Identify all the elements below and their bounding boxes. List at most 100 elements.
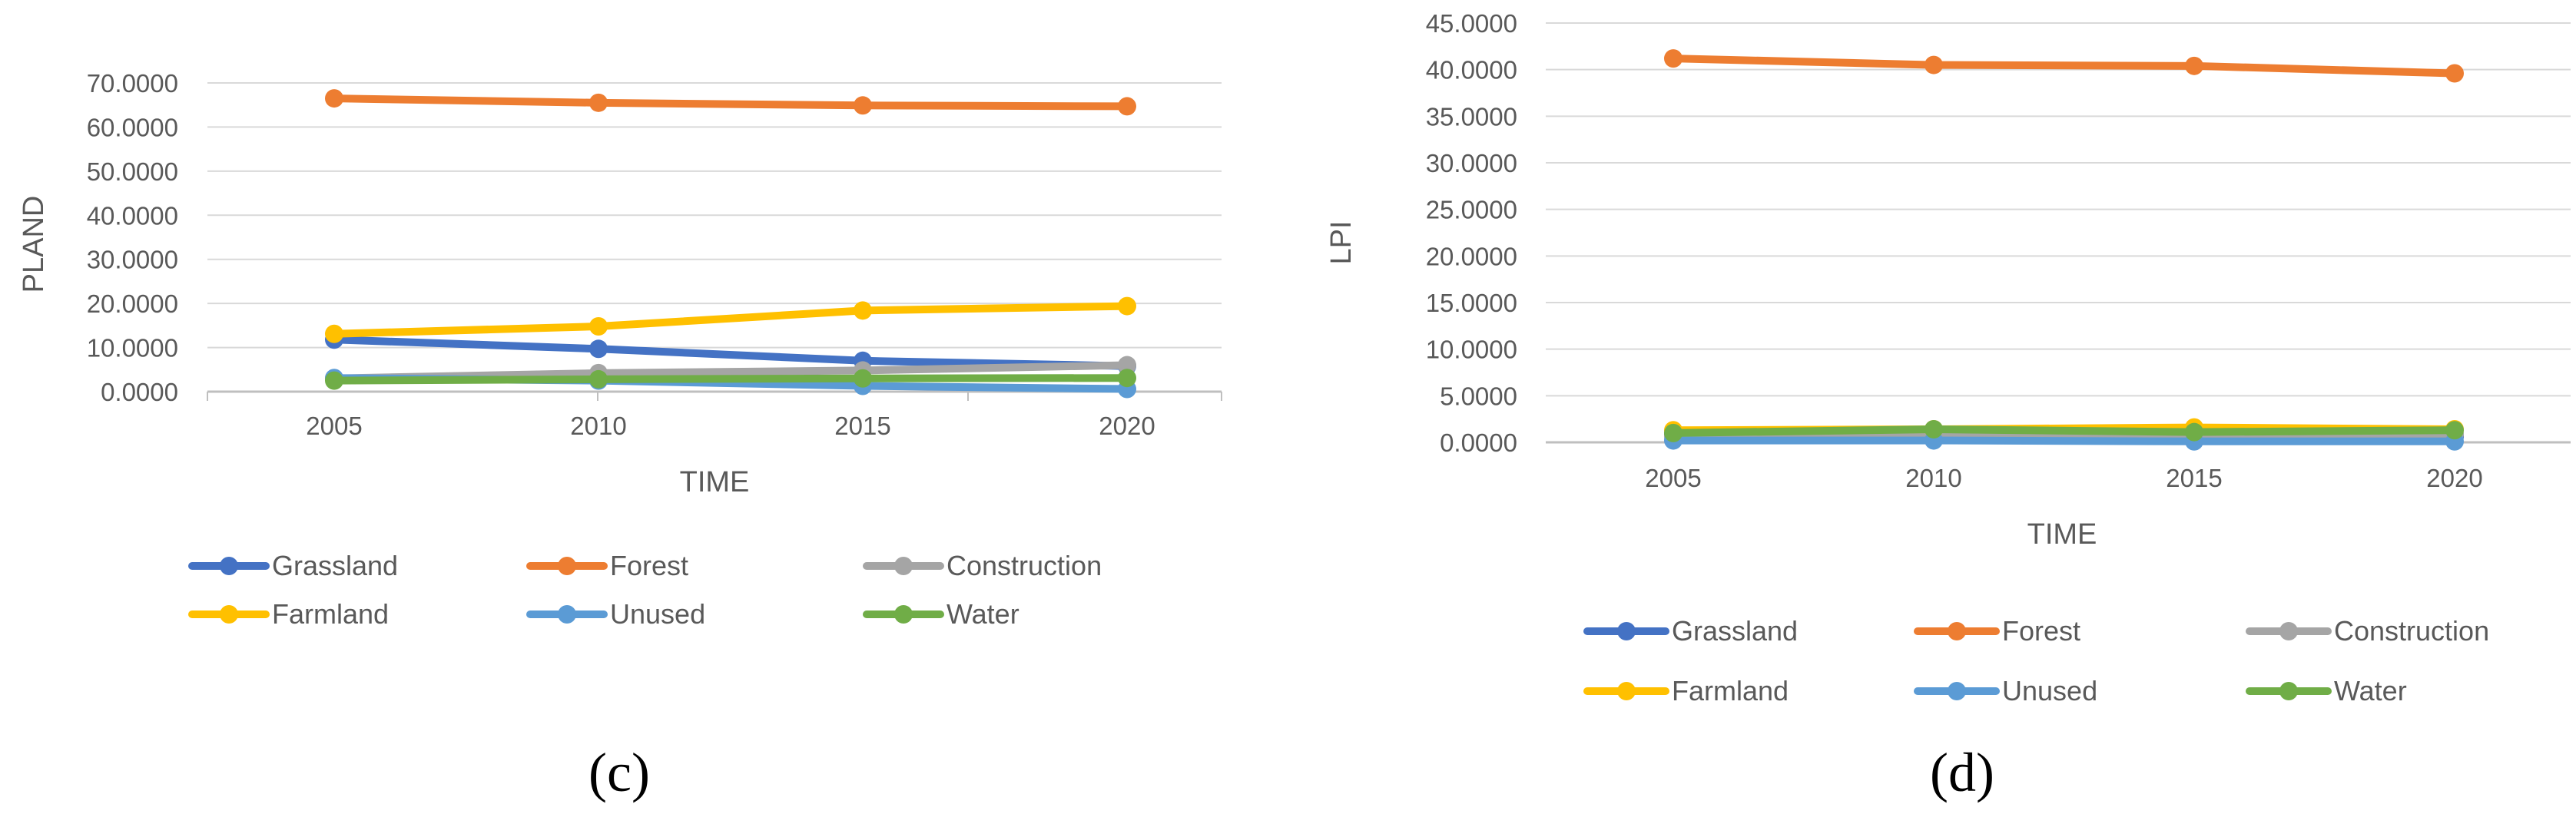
chart-pland-y-tick-label: 70.0000: [87, 69, 178, 98]
chart-lpi-y-tick-label: 45.0000: [1426, 9, 1517, 38]
chart-lpi-legend-label: Unused: [2002, 675, 2097, 706]
chart-lpi-y-tick-label: 25.0000: [1426, 196, 1517, 224]
chart-pland-point-water: [589, 369, 608, 389]
chart-lpi-legend-item: Farmland: [1583, 675, 1789, 706]
chart-pland-y-tick-label: 0.0000: [101, 378, 178, 406]
chart-pland-line-water: [330, 374, 1131, 385]
chart-pland-legend-label: Farmland: [272, 598, 389, 630]
chart-pland-x-axis-title: TIME: [680, 466, 750, 498]
chart-lpi-legend-label: Grassland: [1672, 615, 1798, 647]
chart-lpi-series: [1664, 49, 2464, 451]
chart-pland-point-farmland: [589, 317, 608, 336]
chart-pland-legend-marker: [558, 557, 576, 575]
chart-lpi-legend-label: Water: [2334, 675, 2407, 706]
chart-lpi-y-tick-label: 35.0000: [1426, 102, 1517, 131]
chart-pland-legend-item: Farmland: [188, 598, 389, 630]
chart-lpi-panel-label: (d): [1930, 742, 1994, 803]
chart-lpi-legend-item: Construction: [2246, 615, 2489, 647]
chart-lpi-legend-item: Grassland: [1583, 615, 1798, 647]
chart-pland-legend: Grassland Forest Construction Farmland Unuse…: [188, 550, 1102, 630]
chart-lpi-gridlines: [1546, 22, 2571, 444]
chart-lpi-point-forest: [1664, 49, 1683, 68]
chart-lpi-legend-label: Construction: [2334, 615, 2489, 647]
chart-pland-y-tick-label: 60.0000: [87, 113, 178, 141]
chart-pland-legend-marker: [220, 605, 238, 624]
chart-pland-point-forest: [1118, 97, 1136, 116]
chart-pland-point-farmland: [854, 301, 872, 320]
chart-pland-x-tick-label: 2005: [306, 412, 362, 440]
chart-lpi-y-tick-label: 20.0000: [1426, 242, 1517, 270]
chart-pland-series-forest: [325, 89, 1136, 116]
chart-pland-point-farmland: [325, 324, 343, 343]
chart-lpi-y-tick-label: 0.0000: [1440, 429, 1517, 457]
chart-lpi-legend-marker: [1617, 622, 1636, 640]
chart-pland: 0.0000 10.0000 20.0000 30.0000 40.0000 50.000…: [18, 69, 1222, 803]
chart-pland-legend-item: Water: [863, 598, 1019, 630]
chart-lpi-y-tick-label: 40.0000: [1426, 56, 1517, 84]
chart-lpi-x-tick-labels: 2005 2010 2015 2020: [1645, 464, 2482, 492]
chart-pland-legend-item: Grassland: [188, 550, 398, 581]
chart-lpi-x-tick-label: 2005: [1645, 464, 1701, 492]
chart-pland-point-construction: [1118, 356, 1136, 375]
chart-lpi-legend-label: Farmland: [1672, 675, 1789, 706]
chart-lpi-x-tick-label: 2015: [2166, 464, 2222, 492]
chart-pland-legend-label: Forest: [610, 550, 688, 581]
chart-lpi-point-forest: [2445, 64, 2464, 83]
chart-pland-point-farmland: [1118, 296, 1136, 316]
chart-lpi-legend-marker: [1617, 682, 1636, 700]
chart-lpi-y-tick-label: 5.0000: [1440, 382, 1517, 410]
chart-pland-legend-item: Forest: [526, 550, 688, 581]
chart-pland-x-tick-label: 2010: [570, 412, 626, 440]
chart-lpi-legend: Grassland Forest Construction Farmland Unuse…: [1583, 615, 2489, 706]
chart-lpi-legend-label: Forest: [2002, 615, 2080, 647]
chart-lpi: 0.0000 5.0000 10.0000 15.0000 20.0000 25.0000…: [1325, 9, 2571, 803]
chart-lpi-line-unused: [1669, 436, 2458, 445]
chart-lpi-y-tick-label: 15.0000: [1426, 289, 1517, 317]
chart-pland-legend-label: Grassland: [272, 550, 398, 581]
chart-lpi-legend-item: Water: [2246, 675, 2407, 706]
chart-pland-legend-marker: [894, 557, 913, 575]
chart-lpi-x-tick-label: 2010: [1905, 464, 1961, 492]
chart-pland-point-water: [325, 371, 343, 390]
chart-pland-legend-marker: [558, 605, 576, 624]
chart-pland-legend-label: Water: [947, 598, 1019, 630]
chart-pland-line-forest: [330, 94, 1131, 111]
chart-lpi-y-tick-label: 30.0000: [1426, 149, 1517, 177]
chart-lpi-x-axis-title: TIME: [2027, 518, 2097, 551]
chart-lpi-legend-marker: [1948, 622, 1966, 640]
chart-pland-line-grassland: [330, 336, 1131, 370]
chart-pland-x-tick-label: 2020: [1099, 412, 1155, 440]
chart-pland-legend-label: Construction: [947, 550, 1102, 581]
chart-pland-point-forest: [325, 89, 343, 108]
chart-pland-line-farmland: [330, 302, 1131, 338]
chart-pland-y-tick-label: 40.0000: [87, 201, 178, 230]
chart-lpi-legend-marker: [2279, 682, 2298, 700]
chart-lpi-line-forest: [1669, 55, 2458, 78]
chart-pland-point-forest: [854, 96, 872, 115]
chart-pland-x-tick-labels: 2005 2010 2015 2020: [306, 412, 1155, 440]
chart-lpi-legend-marker: [1948, 682, 1966, 700]
chart-pland-legend-marker: [220, 557, 238, 575]
chart-pland-series-farmland: [325, 296, 1136, 343]
chart-lpi-y-tick-label: 10.0000: [1426, 336, 1517, 364]
chart-pland-legend-item: Construction: [863, 550, 1102, 581]
chart-lpi-line-water: [1669, 425, 2458, 437]
chart-lpi-legend-item: Unused: [1914, 675, 2097, 706]
chart-pland-legend-marker: [894, 605, 913, 624]
chart-pland-y-tick-label: 20.0000: [87, 290, 178, 318]
chart-pland-series-water: [325, 369, 1136, 390]
chart-pland-panel-label: (c): [588, 742, 650, 803]
chart-lpi-point-forest: [2185, 56, 2203, 75]
chart-pland-point-water: [1118, 369, 1136, 388]
chart-pland-point-forest: [589, 93, 608, 112]
chart-lpi-legend-marker: [2279, 622, 2298, 640]
chart-pland-point-water: [854, 369, 872, 388]
chart-pland-legend-item: Unused: [526, 598, 705, 630]
chart-lpi-point-water: [2445, 421, 2464, 440]
chart-pland-y-tick-label: 10.0000: [87, 334, 178, 362]
chart-pland-x-tick-label: 2015: [834, 412, 890, 440]
chart-pland-series: [325, 89, 1136, 399]
chart-lpi-point-forest: [1925, 55, 1943, 74]
chart-lpi-series-forest: [1664, 49, 2464, 83]
